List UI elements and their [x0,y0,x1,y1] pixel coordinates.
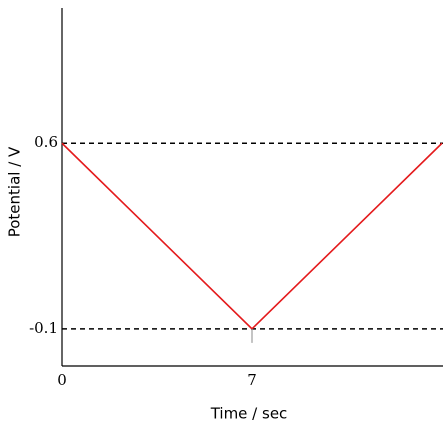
data-line [61,142,443,330]
y-tick-label: 0.6 [34,133,58,151]
y-axis-label: Potential / V [6,146,24,237]
y-tick-label: -0.1 [29,319,58,337]
x-axis-label: Time / sec [210,405,288,423]
x-tick-label: 0 [57,371,67,389]
x-tick-label: 7 [247,371,257,389]
